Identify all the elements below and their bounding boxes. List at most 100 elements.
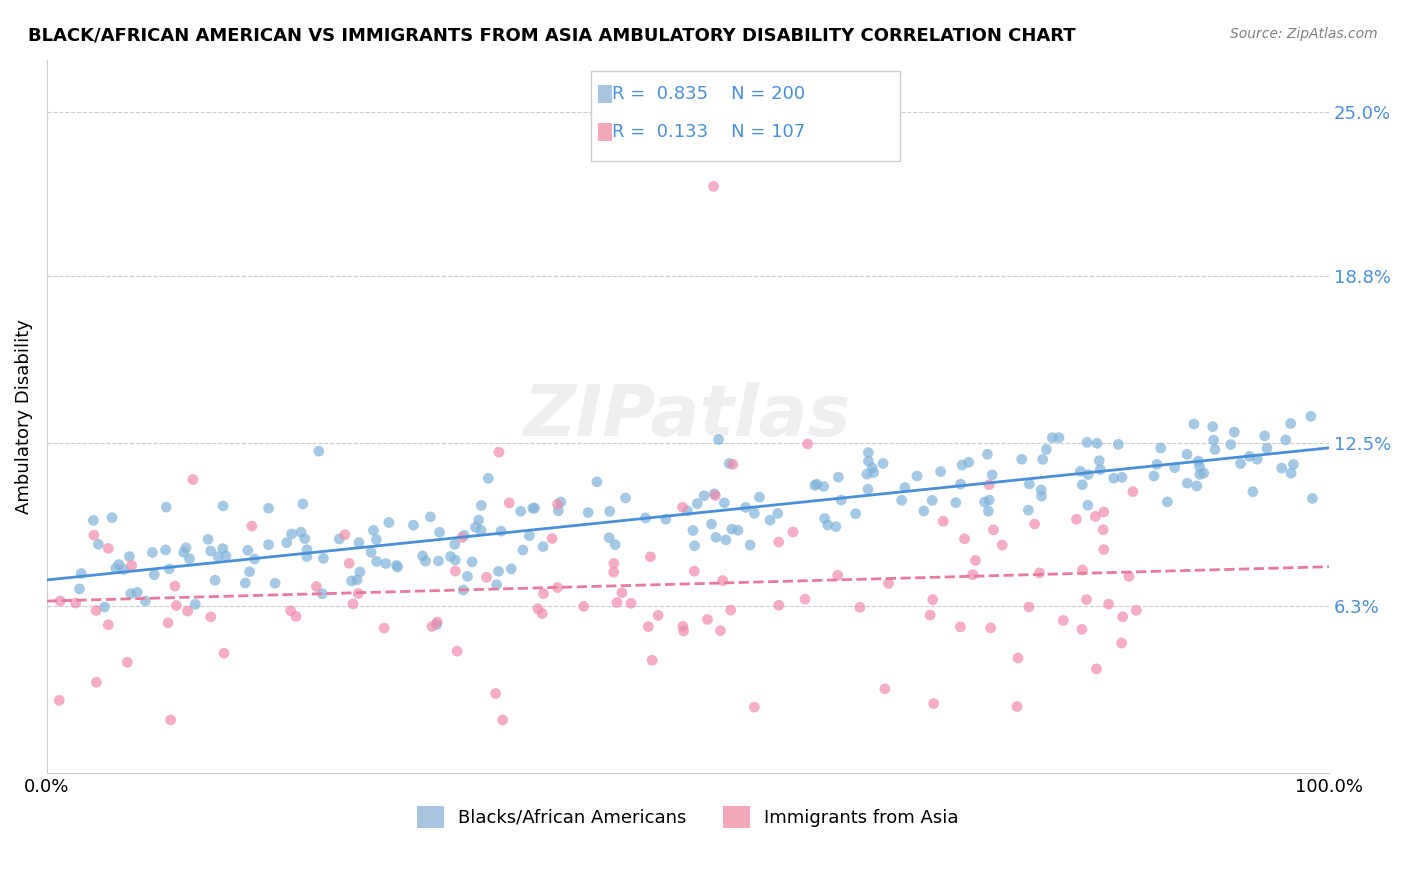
Point bbox=[683, 539, 706, 553]
Point bbox=[655, 512, 678, 526]
Point bbox=[97, 541, 120, 556]
Point bbox=[973, 495, 995, 509]
Point bbox=[173, 545, 195, 559]
Point bbox=[347, 535, 370, 549]
Point bbox=[873, 681, 896, 696]
Point bbox=[1185, 479, 1208, 493]
Point bbox=[402, 518, 425, 533]
Point bbox=[489, 524, 512, 538]
Point bbox=[1164, 460, 1187, 475]
Point bbox=[174, 541, 197, 555]
Point bbox=[740, 538, 762, 552]
Text: Source: ZipAtlas.com: Source: ZipAtlas.com bbox=[1230, 27, 1378, 41]
Point bbox=[498, 496, 520, 510]
Point bbox=[233, 576, 256, 591]
Point bbox=[1031, 489, 1053, 503]
Point bbox=[602, 565, 624, 579]
Point bbox=[1274, 433, 1296, 447]
Point bbox=[295, 542, 318, 557]
Point bbox=[117, 656, 139, 670]
Point bbox=[143, 567, 166, 582]
Point bbox=[603, 557, 626, 571]
Point bbox=[492, 713, 515, 727]
Point bbox=[1219, 437, 1241, 451]
Point bbox=[312, 551, 335, 566]
Point bbox=[477, 471, 499, 485]
Point bbox=[1188, 459, 1211, 474]
Point bbox=[962, 567, 984, 582]
Point bbox=[87, 537, 110, 551]
Point bbox=[922, 697, 945, 711]
Point bbox=[444, 553, 467, 567]
Point bbox=[1299, 409, 1322, 424]
Point bbox=[1052, 614, 1074, 628]
Point bbox=[385, 558, 408, 573]
Point bbox=[806, 477, 828, 491]
Point bbox=[1202, 433, 1225, 447]
Point bbox=[200, 610, 222, 624]
Point bbox=[101, 510, 124, 524]
Y-axis label: Ambulatory Disability: Ambulatory Disability bbox=[15, 318, 32, 514]
Point bbox=[347, 586, 370, 600]
Point bbox=[711, 574, 734, 588]
Point bbox=[1092, 523, 1115, 537]
Point bbox=[285, 609, 308, 624]
Point bbox=[1011, 452, 1033, 467]
Point bbox=[814, 511, 837, 525]
Point bbox=[1150, 441, 1173, 455]
Point bbox=[634, 511, 657, 525]
Point bbox=[236, 543, 259, 558]
Point bbox=[451, 531, 474, 545]
Point bbox=[1204, 442, 1226, 457]
Point bbox=[1175, 476, 1198, 491]
Point bbox=[686, 497, 709, 511]
Point bbox=[976, 447, 998, 461]
Point bbox=[824, 519, 846, 533]
Point bbox=[1241, 484, 1264, 499]
Point bbox=[744, 700, 766, 714]
Point bbox=[676, 504, 699, 518]
Point bbox=[683, 564, 706, 578]
Point bbox=[1146, 458, 1168, 472]
Point bbox=[598, 531, 620, 545]
Point bbox=[155, 500, 177, 514]
Point bbox=[419, 509, 441, 524]
Point bbox=[858, 445, 880, 459]
Point bbox=[257, 538, 280, 552]
Point bbox=[215, 549, 238, 563]
Point bbox=[333, 527, 356, 541]
Point bbox=[1122, 484, 1144, 499]
Point bbox=[328, 532, 350, 546]
Point bbox=[1070, 623, 1092, 637]
Point bbox=[93, 599, 115, 614]
Point bbox=[346, 573, 368, 587]
Point bbox=[49, 594, 72, 608]
Point bbox=[637, 620, 659, 634]
Point bbox=[905, 469, 928, 483]
Point bbox=[523, 501, 546, 516]
Point bbox=[349, 565, 371, 579]
Point bbox=[576, 506, 599, 520]
Point bbox=[456, 569, 478, 583]
Point bbox=[794, 592, 817, 607]
Point bbox=[176, 604, 198, 618]
Point bbox=[541, 532, 564, 546]
Point bbox=[470, 499, 492, 513]
Point bbox=[420, 619, 443, 633]
Point bbox=[212, 499, 235, 513]
Point bbox=[1035, 442, 1057, 457]
Point bbox=[1077, 467, 1099, 482]
Point bbox=[104, 561, 127, 575]
Point bbox=[849, 600, 872, 615]
Point bbox=[1085, 662, 1108, 676]
Point bbox=[647, 608, 669, 623]
Point bbox=[813, 479, 835, 493]
Point bbox=[461, 555, 484, 569]
Point bbox=[949, 620, 972, 634]
Point bbox=[427, 554, 450, 568]
Point bbox=[207, 549, 229, 564]
Point bbox=[768, 535, 790, 549]
Point bbox=[470, 524, 492, 538]
Point bbox=[1007, 651, 1029, 665]
Point bbox=[979, 477, 1001, 491]
